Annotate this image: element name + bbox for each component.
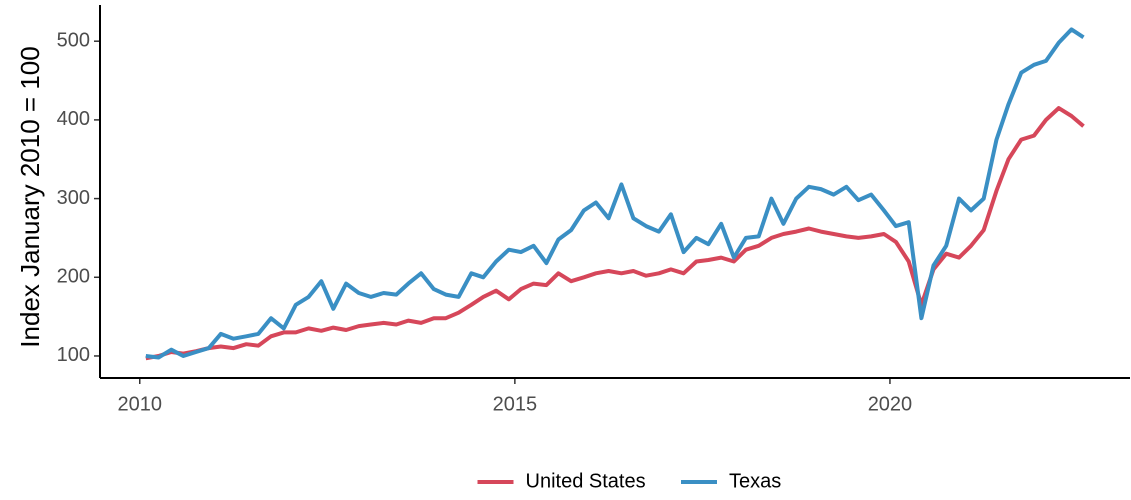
y-axis-label: Index January 2010 = 100 [15, 46, 45, 347]
y-tick-label: 300 [57, 187, 90, 209]
y-tick-label: 500 [57, 29, 90, 51]
y-tick-label: 200 [57, 266, 90, 288]
legend-label: Texas [729, 470, 781, 492]
legend-label: United States [526, 470, 646, 492]
y-tick-label: 400 [57, 108, 90, 130]
series-line [145, 27, 1085, 360]
y-tick-label: 100 [57, 344, 90, 366]
x-tick-label: 2015 [493, 393, 538, 415]
x-tick-label: 2020 [868, 393, 913, 415]
x-tick-label: 2010 [118, 393, 163, 415]
